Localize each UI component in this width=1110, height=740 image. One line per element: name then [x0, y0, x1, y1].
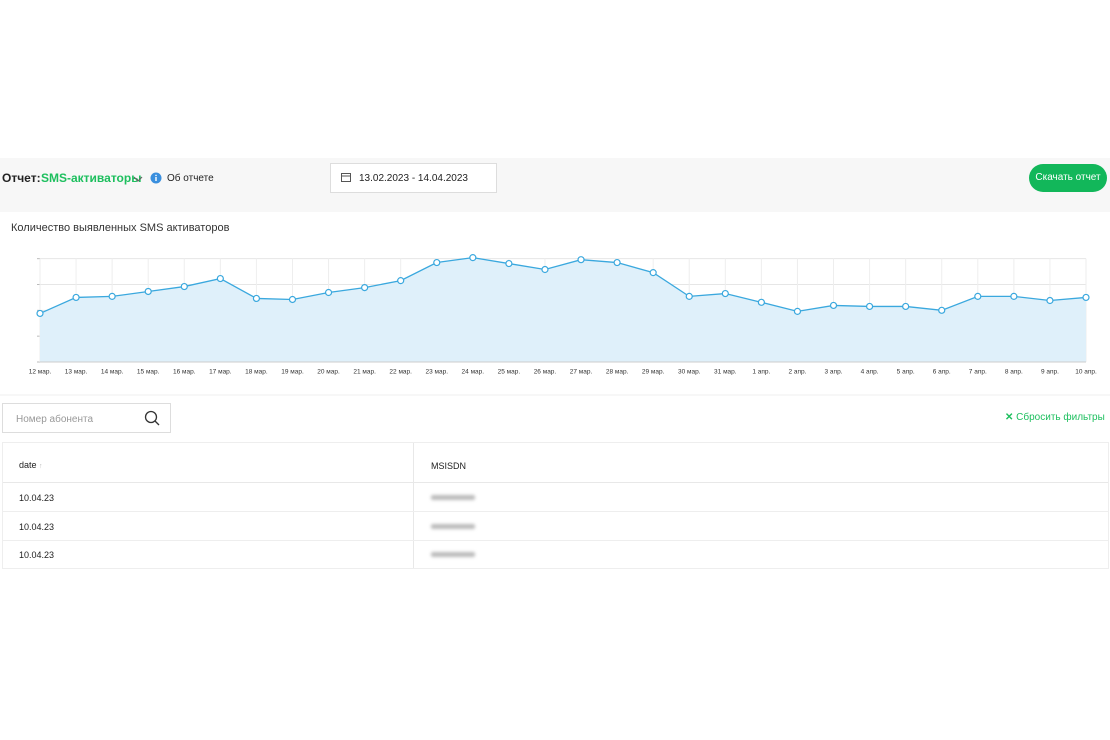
- msisdn-hidden: [431, 552, 475, 557]
- x-tick-label: 21 мар.: [353, 369, 376, 376]
- point: [902, 302, 910, 311]
- column-divider: [413, 443, 414, 569]
- date-picker[interactable]: 13.02.2023 - 14.04.2023: [330, 163, 497, 193]
- point: [324, 288, 333, 297]
- search-icon: [144, 410, 160, 426]
- x-tick-label: 13 мар.: [65, 369, 88, 376]
- x-tick-label: 16 мар.: [173, 369, 196, 376]
- point: [72, 293, 80, 302]
- about-link[interactable]: Об отчете: [167, 173, 214, 184]
- x-tick-label: 9 апр.: [1041, 369, 1059, 376]
- point: [757, 298, 765, 306]
- date-range: 13.02.2023 - 14.04.2023: [359, 173, 468, 184]
- area: [40, 257, 1086, 362]
- point: [938, 306, 946, 314]
- table-row: 10.04.23: [3, 512, 1108, 541]
- x-tick-label: 26 мар.: [534, 369, 557, 376]
- x-tick-label: 30 мар.: [678, 369, 701, 376]
- x-tick-label: 20 мар.: [317, 369, 340, 376]
- sort-icon: ↑: [39, 463, 43, 470]
- table-row: 10.04.23: [3, 540, 1108, 569]
- x-tick-label: 10 апр.: [1075, 369, 1097, 376]
- report-selector[interactable]: SMS-активаторы: [41, 171, 142, 185]
- x-tick-label: 23 мар.: [425, 369, 448, 376]
- x-tick-label: 1 апр.: [752, 369, 770, 376]
- toolbar: Отчет: SMS-активаторы Об отчете 13.02.20…: [0, 158, 1110, 210]
- point: [505, 259, 513, 268]
- point: [397, 277, 405, 285]
- x-tick-label: 19 мар.: [281, 369, 304, 376]
- point: [1046, 296, 1054, 305]
- table: date ↑ MSISDN 10.04.23 10.04.23 10.04.23: [2, 442, 1109, 569]
- point: [144, 287, 152, 296]
- x-tick-label: 15 мар.: [137, 369, 160, 376]
- point: [36, 309, 44, 318]
- chart-title: Количество выявленных SMS активаторов: [11, 222, 230, 234]
- point: [829, 301, 838, 310]
- date-cell: 10.04.23: [19, 493, 55, 503]
- x-tick-label: 12 мар.: [29, 369, 52, 376]
- table-row: 10.04.23: [3, 483, 1108, 512]
- point: [108, 292, 116, 300]
- x-tick-label: 2 апр.: [788, 369, 806, 376]
- x-tick-label: 18 мар.: [245, 369, 268, 376]
- chart-panel: Количество выявленных SMS активаторов 12…: [0, 212, 1110, 394]
- point: [541, 265, 549, 274]
- x-tick-label: 17 мар.: [209, 369, 232, 376]
- date-cell: 10.04.23: [19, 550, 55, 560]
- column-title: date: [19, 460, 37, 470]
- x-tick-label: 22 мар.: [389, 369, 412, 376]
- column-header[interactable]: date ↑: [19, 460, 43, 470]
- chevron: [133, 176, 143, 182]
- download-button[interactable]: Скачать отчет: [1029, 164, 1107, 192]
- search-placeholder: Номер абонента: [16, 414, 94, 425]
- msisdn-hidden: [431, 523, 475, 529]
- point: [361, 283, 369, 292]
- x-tick-label: 8 апр.: [1005, 369, 1023, 376]
- date-cell: 10.04.23: [19, 521, 55, 532]
- x-tick-label: 25 мар.: [498, 369, 521, 376]
- x-tick-label: 6 апр.: [933, 369, 951, 376]
- x-tick-label: 29 мар.: [642, 369, 665, 376]
- point: [288, 295, 297, 304]
- line: [39, 256, 1087, 315]
- msisdn-hidden: [431, 495, 475, 500]
- point: [252, 294, 261, 303]
- chart: Количество выявленных SMS активаторов 12…: [11, 222, 1097, 376]
- point: [721, 289, 729, 298]
- point: [469, 254, 477, 262]
- point: [180, 282, 188, 291]
- x-tick-label: 5 апр.: [897, 369, 915, 376]
- point: [649, 269, 657, 277]
- info-icon: [150, 172, 162, 184]
- x-tick-label: 7 апр.: [969, 369, 987, 376]
- point: [974, 292, 982, 300]
- x-tick-label: 14 мар.: [101, 369, 124, 376]
- point: [433, 258, 441, 267]
- x-tick-label: 24 мар.: [462, 369, 485, 376]
- point: [1010, 292, 1018, 300]
- report-label: Отчет:: [2, 171, 41, 185]
- point: [865, 302, 874, 311]
- x-tick-label: 3 апр.: [825, 369, 843, 376]
- x-tick-label: 28 мар.: [606, 369, 629, 376]
- point: [1082, 293, 1090, 302]
- calendar-icon: [341, 173, 351, 182]
- point: [613, 258, 621, 267]
- x-tick-label: 27 мар.: [570, 369, 593, 376]
- point: [685, 292, 693, 300]
- reset-icon: ✕: [1005, 412, 1014, 423]
- point: [793, 307, 802, 315]
- point: [216, 274, 224, 283]
- column-title: MSISDN: [431, 461, 467, 471]
- reset-text: Сбросить фильтры: [1016, 412, 1105, 423]
- x-tick-label: 4 апр.: [861, 369, 879, 376]
- reset-filters[interactable]: ✕ Сбросить фильтры: [1005, 412, 1105, 423]
- x-tick-label: 31 мар.: [714, 369, 737, 376]
- search-box[interactable]: Номер абонента: [2, 403, 171, 433]
- row-divider: [3, 482, 1108, 483]
- point: [577, 256, 585, 264]
